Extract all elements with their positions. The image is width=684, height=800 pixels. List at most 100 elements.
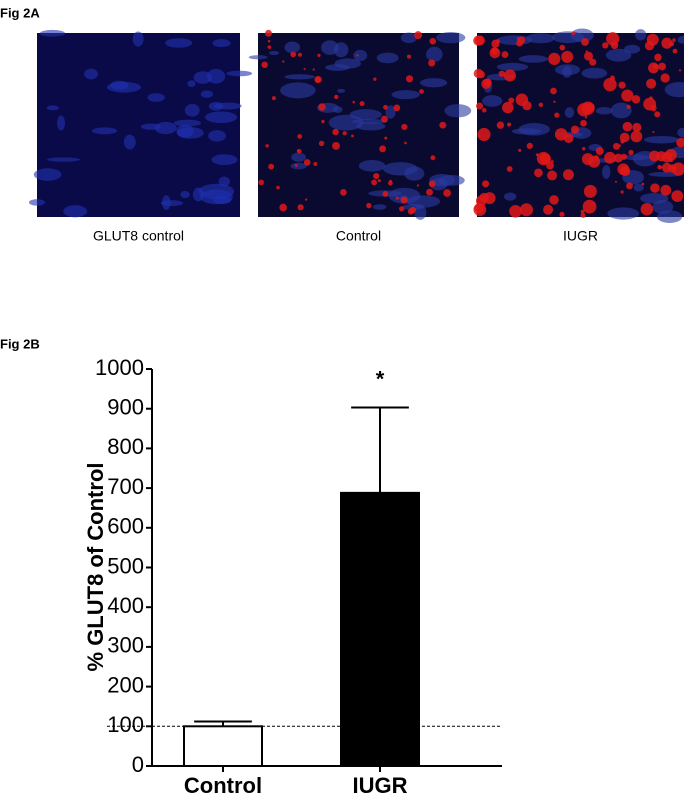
- tissue: [677, 36, 684, 44]
- tissue: [123, 134, 136, 150]
- stain: [371, 179, 377, 186]
- stain: [582, 199, 597, 214]
- stain: [379, 145, 387, 153]
- tissue: [204, 111, 238, 124]
- tissue: [226, 70, 253, 77]
- stain: [612, 142, 620, 150]
- stain: [297, 149, 302, 154]
- stain: [474, 35, 485, 46]
- panel-label: Fig 2A: [0, 5, 40, 20]
- stain: [581, 146, 586, 151]
- y-tick-label: 100: [107, 712, 144, 737]
- stain: [622, 121, 633, 132]
- stain: [648, 62, 659, 74]
- x-tick-label: IUGR: [353, 773, 408, 798]
- stain: [604, 151, 616, 164]
- tissue: [206, 68, 226, 84]
- tissue: [677, 127, 684, 138]
- panel-label: Fig 2B: [0, 336, 40, 351]
- stain: [672, 38, 676, 42]
- y-tick-label: 400: [107, 593, 144, 618]
- stain: [332, 141, 340, 150]
- stain: [660, 73, 670, 83]
- stain: [297, 204, 304, 211]
- stain: [570, 125, 580, 134]
- stain: [643, 97, 657, 111]
- tissue: [280, 82, 316, 99]
- tissue: [607, 207, 640, 220]
- stain: [318, 103, 326, 111]
- image-caption: Control: [336, 228, 381, 244]
- tissue: [383, 162, 418, 176]
- tissue: [211, 154, 238, 166]
- stain: [547, 170, 558, 181]
- tissue: [388, 187, 421, 204]
- tissue: [526, 33, 555, 44]
- tissue: [372, 204, 387, 210]
- tissue: [444, 104, 472, 118]
- stain: [561, 50, 574, 63]
- tissue: [356, 122, 386, 131]
- stain: [620, 153, 628, 160]
- stain: [401, 123, 408, 131]
- bar: [183, 725, 263, 767]
- stain: [508, 97, 515, 104]
- tissue: [290, 162, 307, 170]
- stain: [271, 96, 276, 101]
- stain: [314, 76, 321, 83]
- tissue: [208, 101, 224, 111]
- stain: [509, 204, 522, 218]
- tissue: [414, 204, 427, 220]
- stain: [303, 159, 311, 166]
- stain: [426, 188, 433, 196]
- tissue: [581, 67, 608, 79]
- significance-marker: *: [376, 366, 385, 391]
- y-tick-label: 500: [107, 553, 144, 578]
- stain: [617, 163, 630, 176]
- tissue: [165, 38, 193, 48]
- bar: [340, 491, 420, 767]
- tissue: [110, 80, 129, 90]
- stain: [312, 68, 315, 71]
- stain: [580, 119, 587, 127]
- stain: [261, 61, 268, 69]
- stain: [562, 169, 574, 181]
- tissue: [147, 93, 165, 102]
- stain: [676, 137, 684, 148]
- stain: [477, 127, 491, 142]
- stain: [406, 54, 411, 59]
- stain: [294, 163, 298, 167]
- stain: [265, 144, 269, 148]
- tissue: [248, 55, 268, 60]
- stain: [602, 42, 609, 49]
- stain: [428, 180, 436, 188]
- stain: [652, 130, 655, 133]
- stain: [477, 70, 485, 79]
- stain: [550, 87, 557, 95]
- stain: [583, 184, 597, 198]
- tissue: [623, 154, 650, 161]
- stain: [614, 180, 617, 183]
- tissue: [187, 80, 196, 88]
- stain: [516, 39, 523, 47]
- stain: [563, 133, 574, 144]
- stain: [490, 47, 499, 55]
- stain: [538, 102, 544, 107]
- stain: [407, 208, 414, 215]
- stain: [476, 102, 484, 110]
- stain: [352, 100, 355, 104]
- tissue: [84, 68, 98, 80]
- tissue: [358, 160, 386, 172]
- stain: [546, 161, 554, 170]
- stain: [340, 189, 347, 196]
- stain: [297, 134, 303, 139]
- tissue: [570, 28, 594, 43]
- stain: [303, 67, 306, 71]
- tissue: [426, 46, 443, 62]
- stain: [383, 104, 388, 110]
- stain: [304, 198, 308, 201]
- stain: [519, 203, 533, 217]
- stain: [405, 75, 414, 83]
- tissue: [321, 40, 339, 55]
- stain: [554, 112, 560, 118]
